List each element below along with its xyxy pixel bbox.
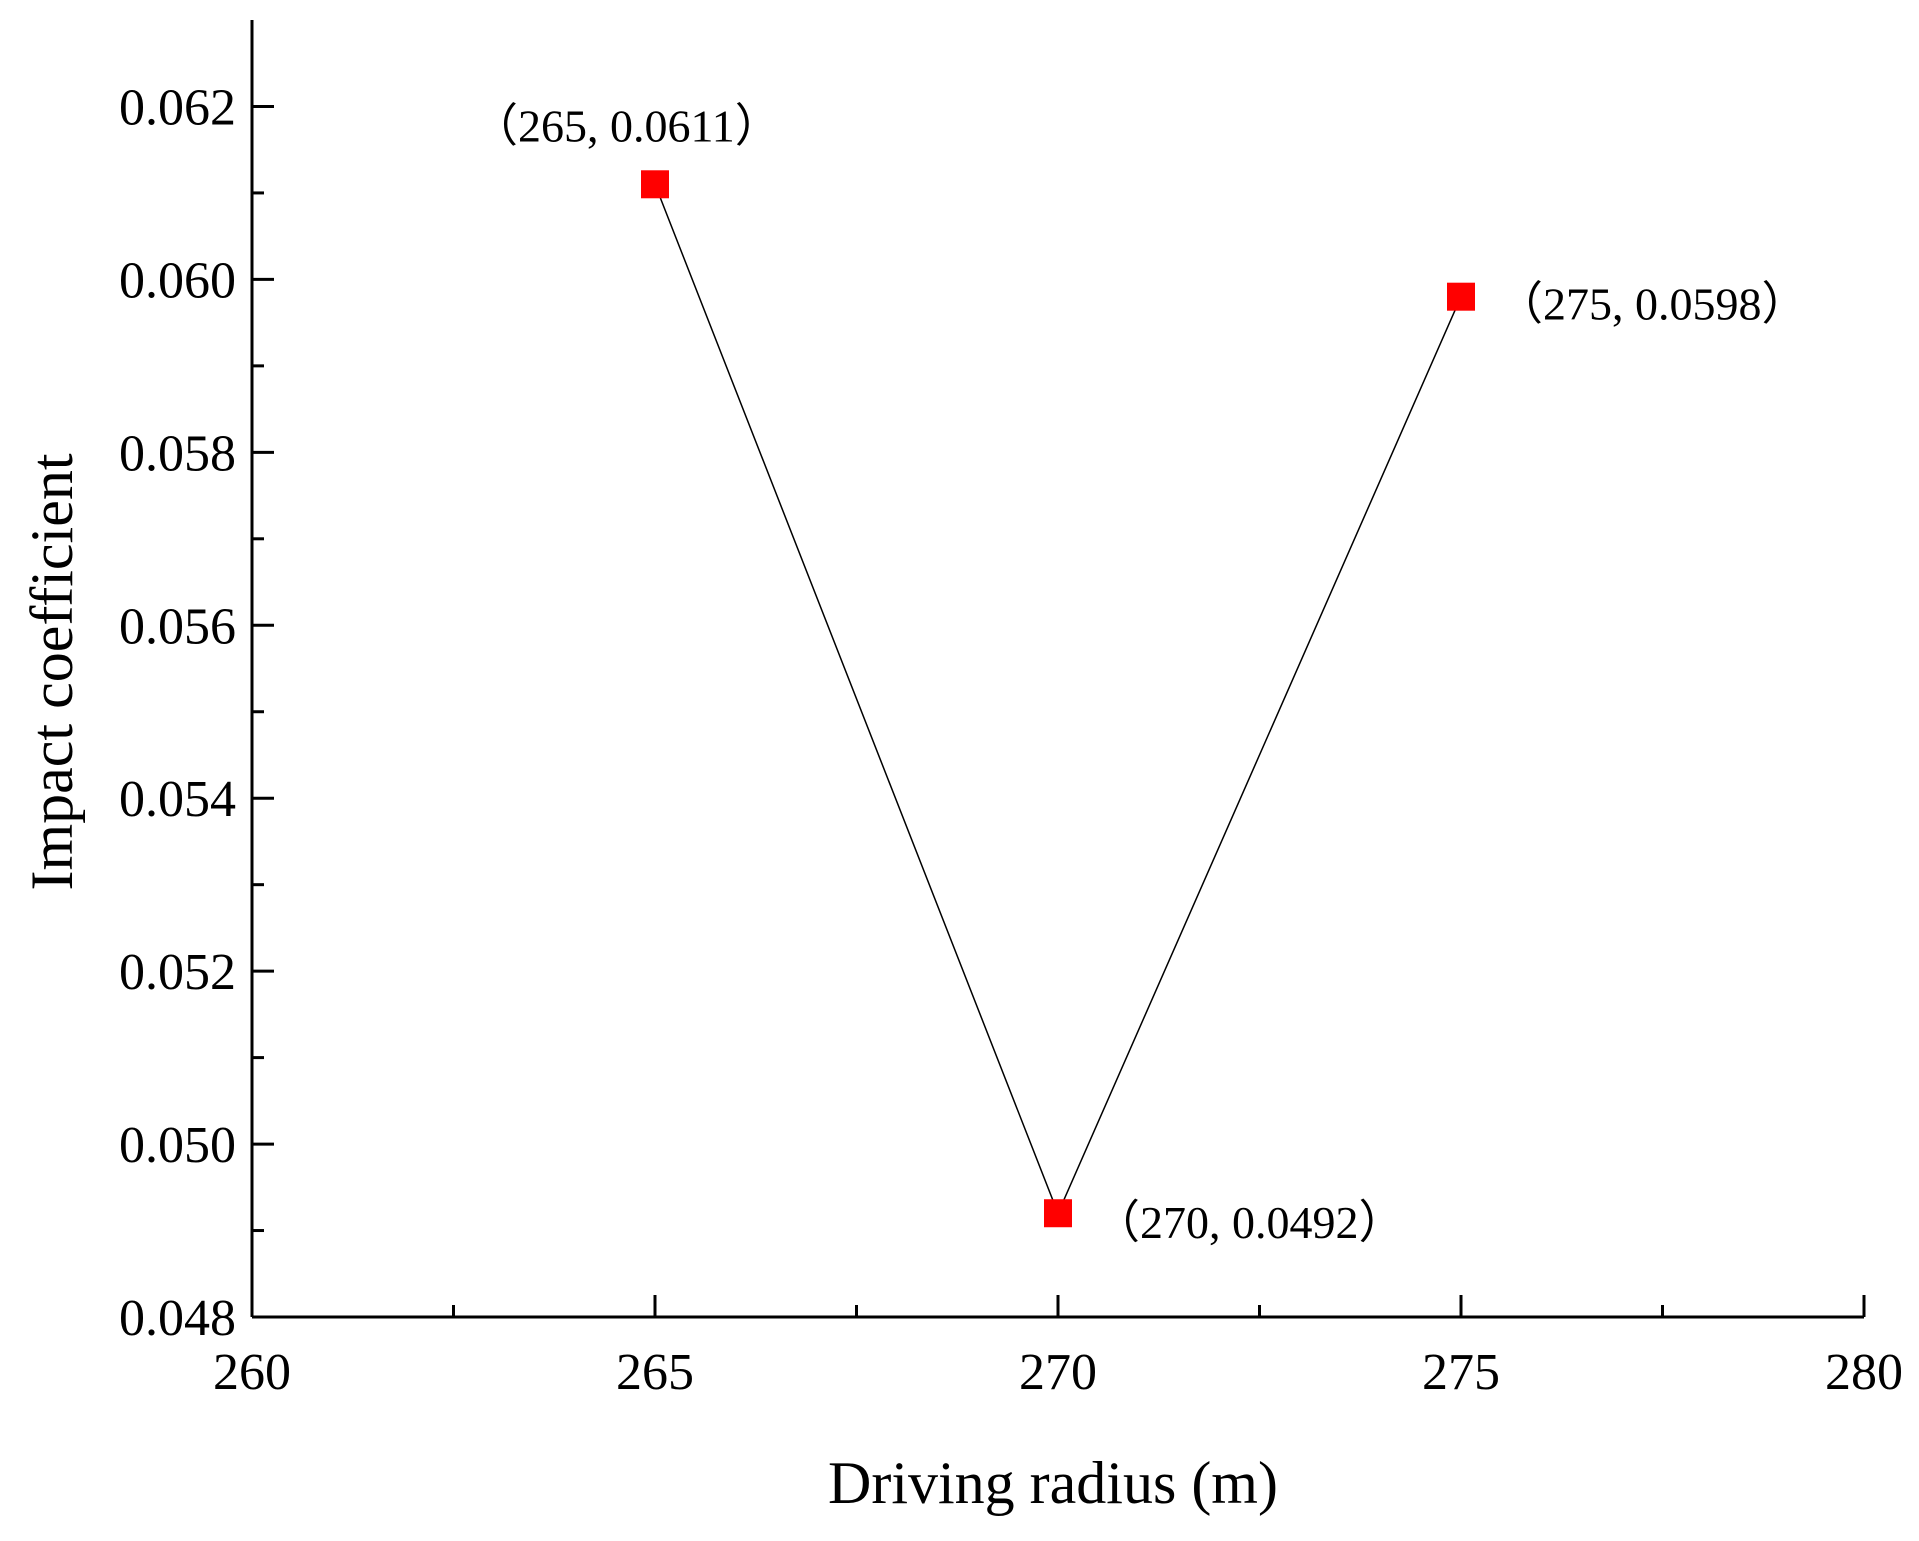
data-point-label: （265, 0.0611） <box>472 100 781 151</box>
y-tick-label: 0.062 <box>119 79 236 136</box>
y-tick-label: 0.060 <box>119 252 236 309</box>
x-tick-label: 280 <box>1825 1344 1903 1401</box>
y-tick-label: 0.048 <box>119 1290 236 1347</box>
y-tick-label: 0.050 <box>119 1117 236 1174</box>
y-tick-label: 0.056 <box>119 598 236 655</box>
data-point-marker <box>641 170 669 199</box>
series-line <box>654 184 1462 1216</box>
series-line-group <box>654 184 1462 1216</box>
data-point-label: （275, 0.0598） <box>1497 279 1808 330</box>
series-points <box>641 170 1475 1228</box>
x-tick-label: 275 <box>1422 1344 1500 1401</box>
ticks: 260 265 270 275 280 0.048 0.050 0.052 0.054 0.056… <box>119 79 1903 1401</box>
y-tick-label: 0.054 <box>119 771 236 828</box>
point-annotations: （265, 0.0611） （270, 0.0492） （275, 0.0598） <box>472 100 1808 1248</box>
data-point-label: （270, 0.0492） <box>1094 1197 1405 1248</box>
y-axis-title: Impact coefficient <box>19 453 85 890</box>
x-tick-label: 265 <box>616 1344 694 1401</box>
x-tick-label: 260 <box>213 1344 291 1401</box>
x-axis-title: Driving radius (m) <box>828 1450 1278 1516</box>
data-point-marker <box>1044 1199 1072 1228</box>
y-tick-label: 0.058 <box>119 425 236 482</box>
data-point-marker <box>1447 282 1475 311</box>
axes <box>250 20 1864 1319</box>
y-tick-label: 0.052 <box>119 944 236 1001</box>
x-tick-label: 270 <box>1019 1344 1097 1401</box>
